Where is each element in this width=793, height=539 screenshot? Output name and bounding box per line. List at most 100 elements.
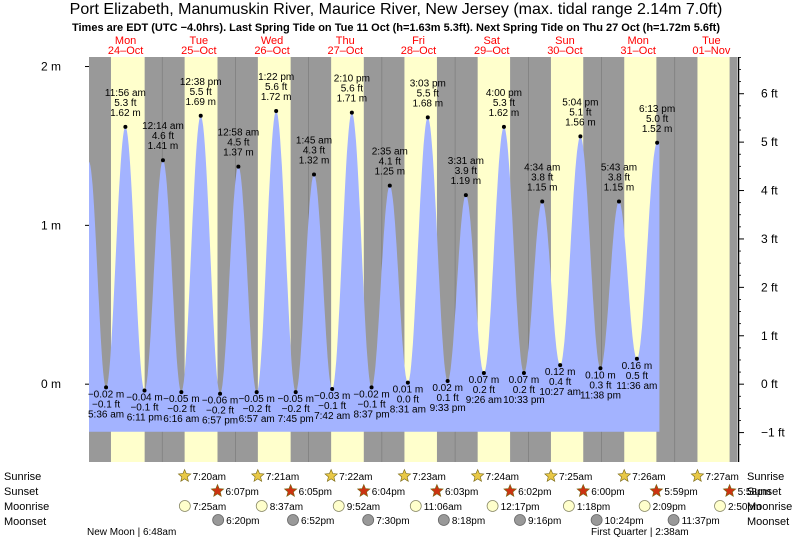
moonrise-row-label-right: Moonrise xyxy=(747,501,792,513)
low-tide-dot-21 xyxy=(481,371,486,376)
moonrise-time-6: 2:09pm xyxy=(653,502,686,513)
moonset-row-label-right: Moonset xyxy=(747,516,789,528)
moonrise-time-3: 11:06am xyxy=(424,502,462,513)
high-tide-label-time-30: 6:13 pm xyxy=(639,104,675,115)
high-tide-label-m-18: 1.68 m xyxy=(413,98,444,109)
right-axis-label-2: 1 ft xyxy=(761,329,778,343)
moonrise-time-5: 1:18pm xyxy=(577,502,610,513)
sunrise-time-3: 7:22am xyxy=(339,472,372,483)
moonrise-time-2: 9:52am xyxy=(347,502,380,513)
high-tide-dot-2 xyxy=(123,124,128,129)
day-weekday-0: Mon xyxy=(115,35,136,47)
high-tide-dot-26 xyxy=(578,134,583,139)
high-tide-label-m-10: 1.72 m xyxy=(261,92,292,103)
sunset-row-label-left: Sunset xyxy=(4,486,38,498)
low-tide-label-time-15: 8:37 pm xyxy=(353,409,389,420)
sunrise-row-label-left: Sunrise xyxy=(4,471,41,483)
sunset-row-label-right: Sunset xyxy=(747,486,781,498)
low-tide-label-m-19: 0.02 m xyxy=(432,383,463,394)
high-tide-dot-24 xyxy=(540,199,545,204)
low-tide-label-time-11: 7:45 pm xyxy=(278,414,314,425)
low-tide-dot-5 xyxy=(179,390,184,395)
high-tide-label-ft-4: 4.6 ft xyxy=(152,131,174,142)
high-tide-dot-16 xyxy=(387,183,392,188)
sunset-icon xyxy=(283,483,298,497)
sunrise-time-7: 7:26am xyxy=(632,472,665,483)
day-weekday-1: Tue xyxy=(190,35,209,47)
low-tide-dot-7 xyxy=(218,391,223,396)
high-tide-label-time-6: 12:38 pm xyxy=(180,77,222,88)
moonset-time-3: 8:18pm xyxy=(452,516,485,527)
high-tide-dot-4 xyxy=(160,158,165,163)
high-tide-label-time-18: 3:03 pm xyxy=(410,78,446,89)
high-tide-dot-28 xyxy=(616,199,621,204)
moonrise-icon xyxy=(255,500,268,512)
high-tide-dot-20 xyxy=(463,193,468,198)
low-tide-label-m-13: −0.03 m xyxy=(314,391,350,402)
high-tide-label-m-4: 1.41 m xyxy=(148,141,179,152)
moonrise-icon xyxy=(486,500,499,512)
high-tide-label-m-16: 1.25 m xyxy=(375,167,406,178)
moonset-time-2: 7:30pm xyxy=(376,516,409,527)
moon-phase-new-moon: New Moon | 6:48am xyxy=(87,527,176,538)
moonset-icon xyxy=(437,514,450,526)
low-tide-label-m-5: −0.05 m xyxy=(163,394,199,405)
sunset-icon xyxy=(430,483,444,497)
moonrise-time-1: 8:37am xyxy=(270,502,303,513)
sunset-time-4: 6:03pm xyxy=(445,487,478,498)
moonrise-time-7: 2:50pm xyxy=(728,502,761,513)
high-tide-label-ft-30: 5.0 ft xyxy=(646,114,668,125)
low-tide-dot-19 xyxy=(445,379,450,383)
day-date-5: 29–Oct xyxy=(474,45,509,57)
low-tide-label-m-15: −0.02 m xyxy=(353,389,389,400)
high-tide-label-m-26: 1.56 m xyxy=(565,117,596,128)
high-tide-label-ft-22: 5.3 ft xyxy=(493,98,515,109)
day-labels: Mon24–OctTue25–OctWed26–OctThu27–OctFri2… xyxy=(108,35,731,57)
left-axis-label-0: 0 m xyxy=(41,377,61,391)
day-date-3: 27–Oct xyxy=(328,45,363,57)
low-tide-label-m-25: 0.12 m xyxy=(545,367,576,378)
low-tide-label-time-9: 6:57 am xyxy=(239,414,275,425)
high-tide-label-m-22: 1.62 m xyxy=(489,108,520,119)
low-tide-label-m-21: 0.07 m xyxy=(469,375,500,386)
high-tide-dot-18 xyxy=(425,115,430,120)
high-tide-label-m-2: 1.62 m xyxy=(110,108,141,119)
low-tide-label-ft-3: −0.1 ft xyxy=(130,403,158,414)
low-tide-label-time-1: 5:36 am xyxy=(88,409,124,420)
day-weekday-2: Wed xyxy=(261,35,283,47)
low-tide-label-ft-13: −0.1 ft xyxy=(318,401,346,412)
low-tide-label-ft-27: 0.3 ft xyxy=(589,380,611,391)
low-tide-label-ft-29: 0.5 ft xyxy=(626,371,648,382)
low-tide-label-ft-17: 0.0 ft xyxy=(397,395,419,406)
low-tide-label-m-11: −0.05 m xyxy=(277,394,313,405)
low-tide-label-m-7: −0.06 m xyxy=(202,396,238,407)
sunset-time-2: 6:05pm xyxy=(299,487,332,498)
high-tide-dot-22 xyxy=(501,124,506,129)
day-weekday-3: Thu xyxy=(336,35,355,47)
high-tide-label-ft-2: 5.3 ft xyxy=(114,98,136,109)
right-axis-label-6: 5 ft xyxy=(761,135,778,149)
high-tide-label-ft-20: 3.9 ft xyxy=(455,166,477,177)
day-weekday-6: Sun xyxy=(555,35,575,47)
high-tide-label-time-8: 12:58 am xyxy=(218,128,260,139)
sunrise-time-4: 7:23am xyxy=(412,472,445,483)
low-tide-dot-1 xyxy=(104,385,109,390)
high-tide-label-time-22: 4:00 pm xyxy=(486,88,522,99)
moonrise-time-0: 7:25am xyxy=(193,502,226,513)
high-tide-dot-10 xyxy=(274,109,279,113)
low-tide-label-m-9: −0.05 m xyxy=(238,394,274,405)
low-tide-label-time-23: 10:33 pm xyxy=(503,395,545,406)
low-tide-label-m-27: 0.10 m xyxy=(585,370,616,381)
high-tide-label-ft-28: 3.8 ft xyxy=(608,173,630,184)
low-tide-label-time-25: 10:27 am xyxy=(539,387,581,398)
sunrise-icon xyxy=(397,468,412,482)
moonset-icon xyxy=(514,514,526,526)
moonrise-row-label-left: Moonrise xyxy=(4,501,49,513)
low-tide-label-ft-11: −0.2 ft xyxy=(282,404,310,415)
day-weekday-5: Sat xyxy=(483,35,500,47)
sunrise-icon xyxy=(324,468,339,482)
day-date-2: 26–Oct xyxy=(254,45,289,57)
day-date-7: 31–Oct xyxy=(620,45,655,57)
high-tide-label-ft-6: 5.5 ft xyxy=(190,87,212,98)
high-tide-label-ft-26: 5.1 ft xyxy=(569,107,591,118)
